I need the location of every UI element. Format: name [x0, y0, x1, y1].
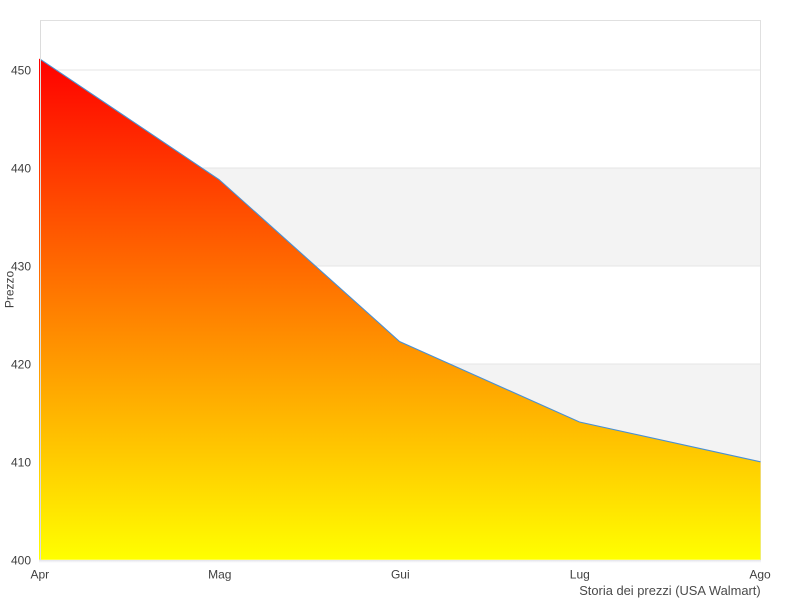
svg-text:410: 410 [11, 455, 31, 469]
svg-text:440: 440 [11, 161, 31, 175]
svg-text:420: 420 [11, 357, 31, 371]
svg-text:Storia dei prezzi (USA Walmart: Storia dei prezzi (USA Walmart) [579, 583, 760, 598]
svg-text:400: 400 [11, 553, 31, 567]
svg-text:Ago: Ago [749, 567, 771, 581]
svg-text:450: 450 [11, 63, 31, 77]
svg-text:Gui: Gui [391, 567, 410, 581]
svg-text:430: 430 [11, 259, 31, 273]
svg-text:Mag: Mag [208, 567, 231, 581]
svg-text:Lug: Lug [570, 567, 590, 581]
svg-text:Apr: Apr [30, 567, 49, 581]
svg-text:Prezzo: Prezzo [3, 271, 17, 309]
